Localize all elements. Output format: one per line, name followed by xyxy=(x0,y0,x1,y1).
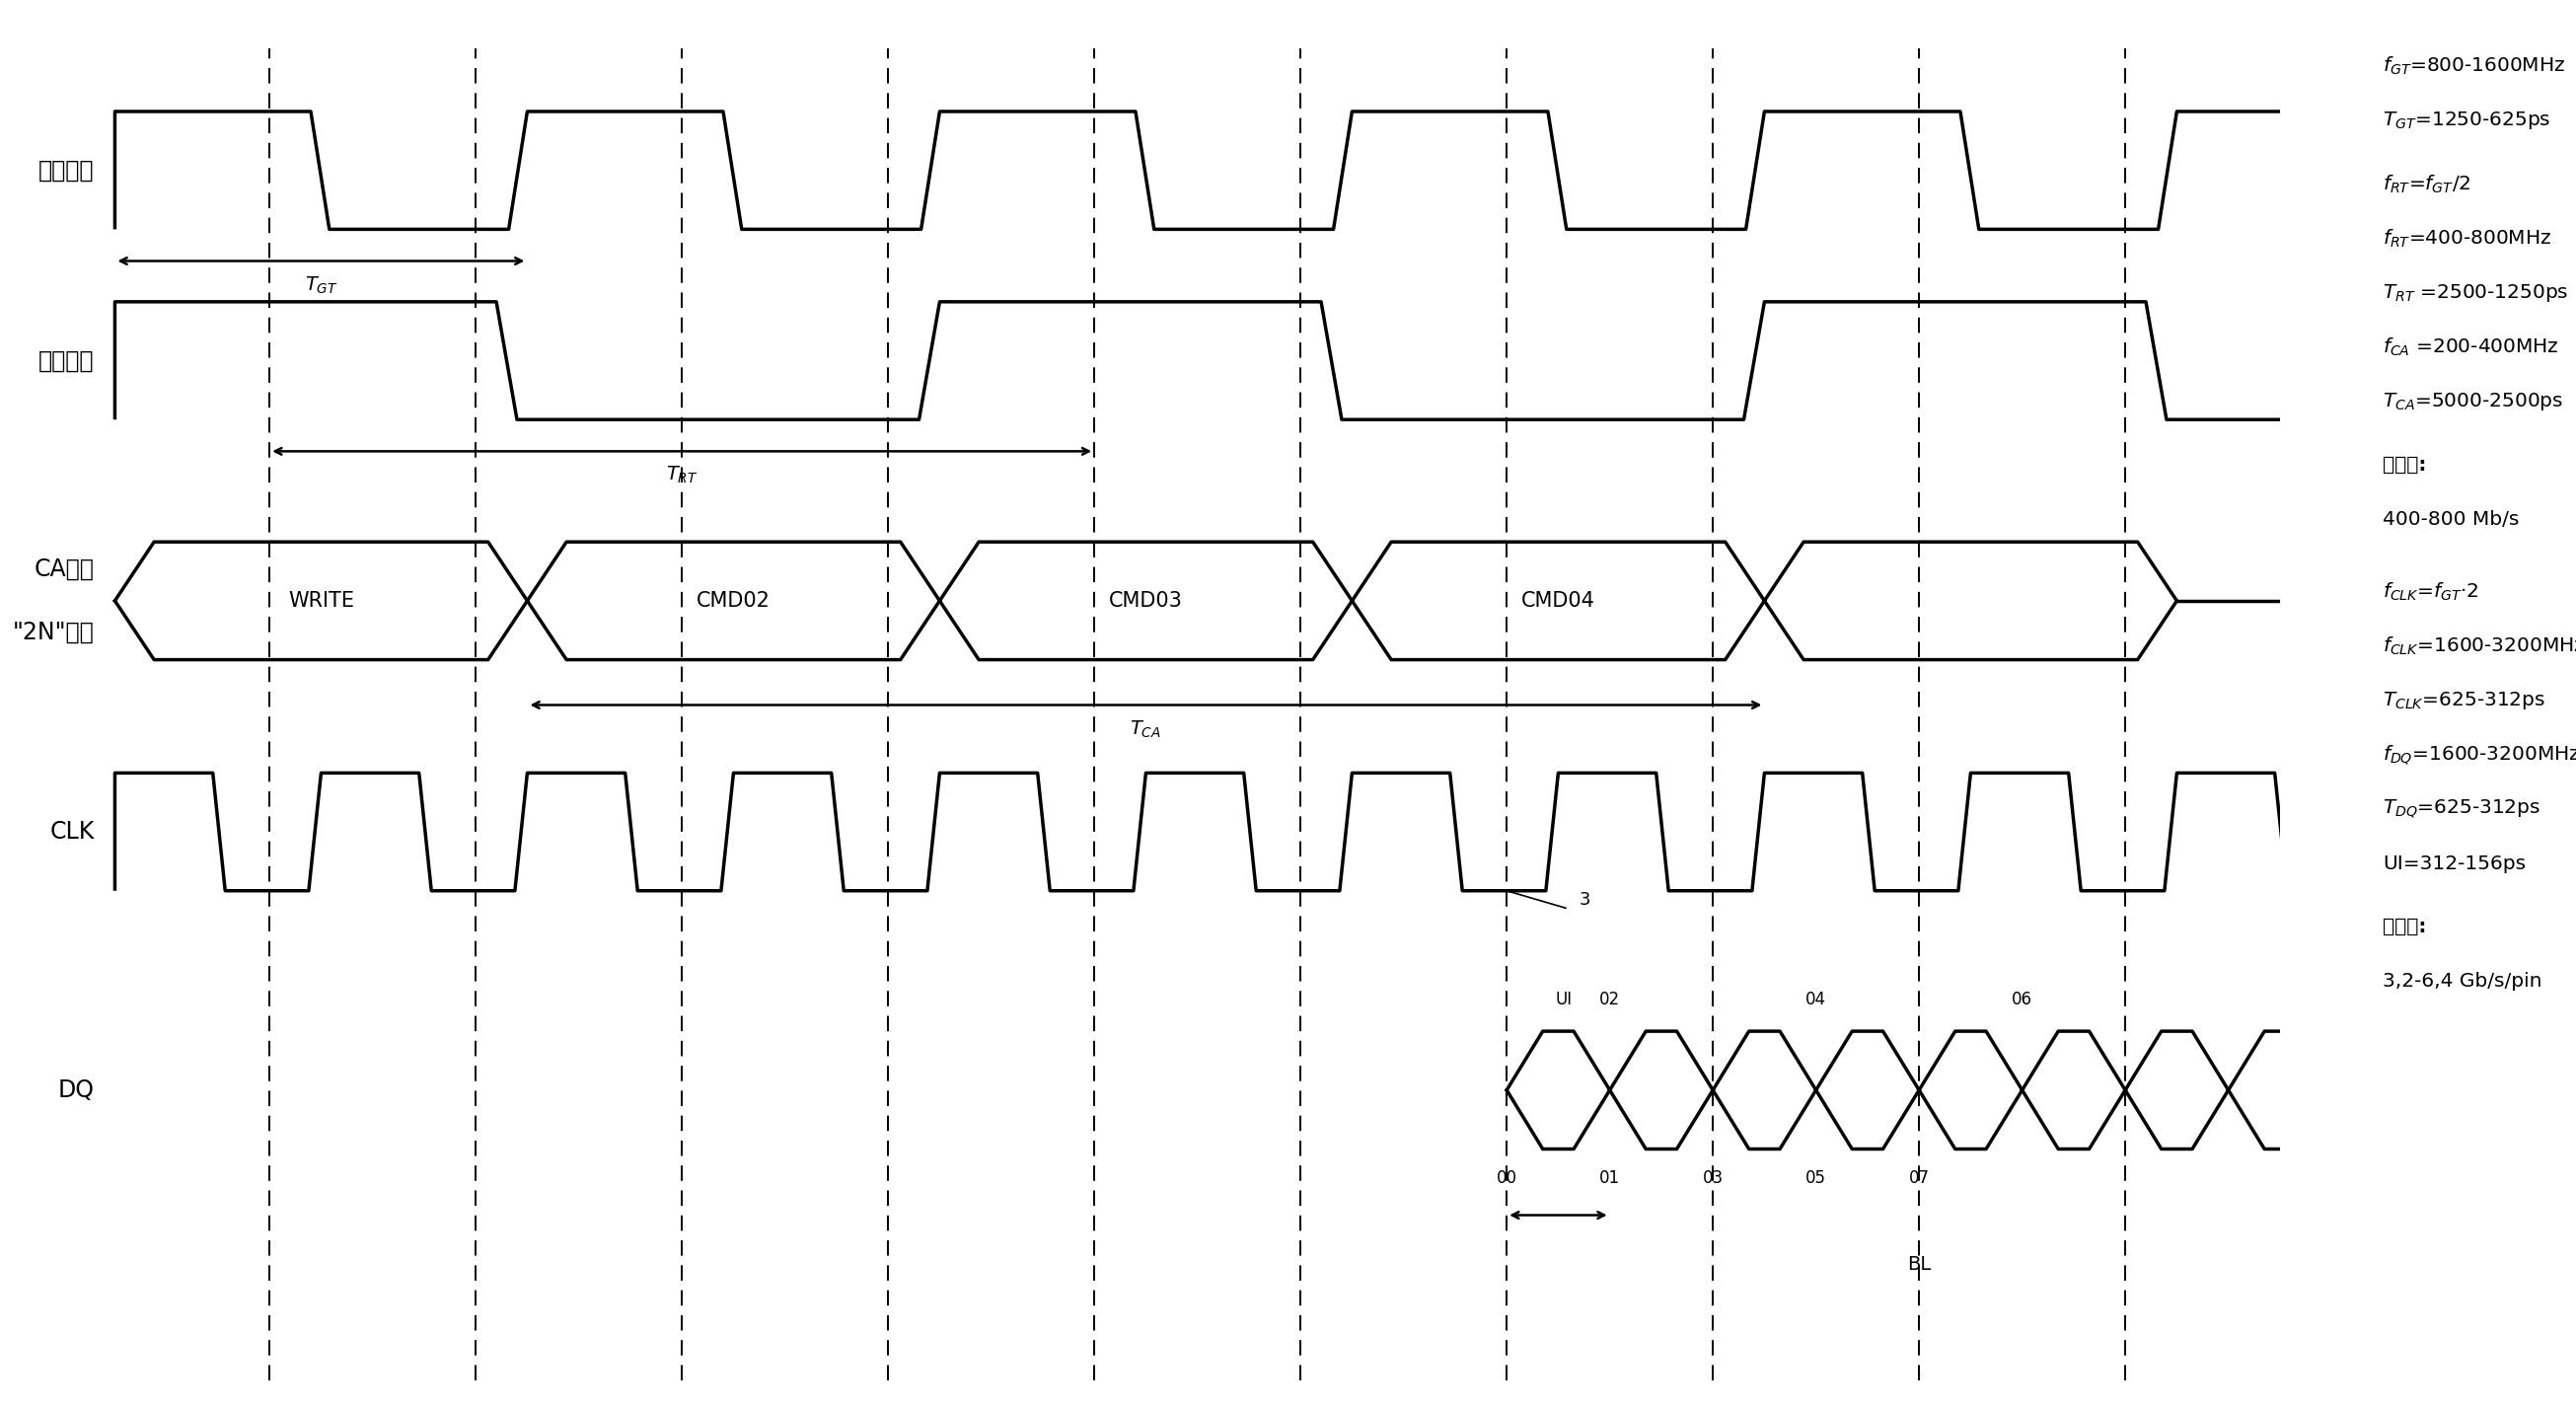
Text: $T_{GT}$: $T_{GT}$ xyxy=(304,275,337,296)
Text: 3: 3 xyxy=(1579,891,1589,909)
Text: 04: 04 xyxy=(1806,991,1826,1008)
Text: 数据率:: 数据率: xyxy=(2383,918,2427,936)
Text: 03: 03 xyxy=(1703,1169,1723,1187)
Text: "2N"规则: "2N"规则 xyxy=(13,620,95,644)
Text: 02: 02 xyxy=(1600,991,1620,1008)
Text: BL: BL xyxy=(1906,1255,1932,1273)
Text: CMD02: CMD02 xyxy=(696,591,770,611)
Text: 基本时钟: 基本时钟 xyxy=(39,158,95,182)
Text: $T_{RT}$: $T_{RT}$ xyxy=(665,465,698,486)
Text: 05: 05 xyxy=(1806,1169,1826,1187)
Text: UI=312-156ps: UI=312-156ps xyxy=(2383,854,2527,873)
Text: $T_{DQ}$=625-312ps: $T_{DQ}$=625-312ps xyxy=(2383,798,2540,821)
Text: CLK: CLK xyxy=(49,821,95,843)
Text: $f_{RT}$=$f_{GT}$/2: $f_{RT}$=$f_{GT}$/2 xyxy=(2383,173,2470,195)
Text: UI: UI xyxy=(1556,991,1571,1008)
Text: CMD04: CMD04 xyxy=(1522,591,1595,611)
Text: $T_{RT}$ =2500-1250ps: $T_{RT}$ =2500-1250ps xyxy=(2383,282,2568,303)
Text: $f_{GT}$=800-1600MHz: $f_{GT}$=800-1600MHz xyxy=(2383,55,2566,78)
Text: DQ: DQ xyxy=(57,1079,95,1103)
Text: 07: 07 xyxy=(1909,1169,1929,1187)
Text: 400-800 Mb/s: 400-800 Mb/s xyxy=(2383,510,2519,529)
Text: WRITE: WRITE xyxy=(289,591,353,611)
Text: 01: 01 xyxy=(1600,1169,1620,1187)
Text: $f_{DQ}$=1600-3200MHz: $f_{DQ}$=1600-3200MHz xyxy=(2383,743,2576,766)
Text: 3,2-6,4 Gb/s/pin: 3,2-6,4 Gb/s/pin xyxy=(2383,971,2543,991)
Text: $f_{RT}$=400-800MHz: $f_{RT}$=400-800MHz xyxy=(2383,227,2553,250)
Text: $f_{CLK}$=1600-3200MHz: $f_{CLK}$=1600-3200MHz xyxy=(2383,634,2576,657)
Text: $T_{CA}$=5000-2500ps: $T_{CA}$=5000-2500ps xyxy=(2383,391,2563,412)
Text: $T_{CLK}$=625-312ps: $T_{CLK}$=625-312ps xyxy=(2383,689,2545,711)
Text: $f_{CLK}$=$f_{GT}$·2: $f_{CLK}$=$f_{GT}$·2 xyxy=(2383,581,2481,602)
Text: 00: 00 xyxy=(1497,1169,1517,1187)
Text: $f_{CA}$ =200-400MHz: $f_{CA}$ =200-400MHz xyxy=(2383,336,2561,358)
Text: CA总线: CA总线 xyxy=(33,557,95,581)
Text: 06: 06 xyxy=(2012,991,2032,1008)
Text: 参考时钟: 参考时钟 xyxy=(39,348,95,372)
Text: $T_{CA}$: $T_{CA}$ xyxy=(1131,719,1162,740)
Text: $T_{GT}$=1250-625ps: $T_{GT}$=1250-625ps xyxy=(2383,110,2550,131)
Text: 数据率:: 数据率: xyxy=(2383,455,2427,474)
Text: CMD03: CMD03 xyxy=(1108,591,1182,611)
